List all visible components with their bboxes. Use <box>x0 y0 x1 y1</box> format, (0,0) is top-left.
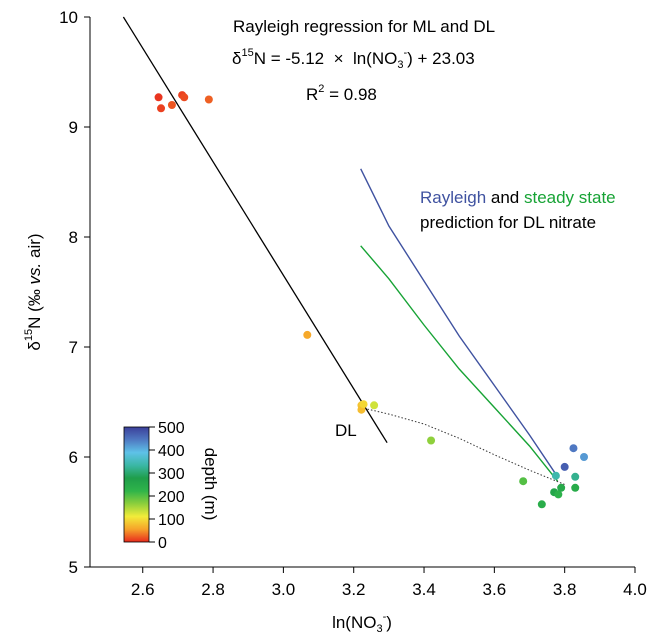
data-point <box>569 444 578 453</box>
chart-lines <box>122 16 565 485</box>
data-point <box>557 483 566 492</box>
x-tick-label: 4.0 <box>623 580 647 599</box>
data-points <box>154 91 589 509</box>
x-axis-label-tail: ) <box>386 613 392 632</box>
y-tick-label: 7 <box>69 338 78 357</box>
r2-pre: R <box>306 85 318 104</box>
x-tick-label: 3.8 <box>553 580 577 599</box>
data-point <box>571 483 580 492</box>
steady-state-curve <box>360 245 559 482</box>
annotation-equation: δ15N = -5.12 × ln(NO3-) + 23.03 <box>232 47 475 71</box>
y-tick-label: 9 <box>69 118 78 137</box>
data-point <box>157 104 166 113</box>
regression-line <box>122 16 388 444</box>
r2-sup: 2 <box>318 83 324 95</box>
equation-part2: ) + 23.03 <box>407 49 475 68</box>
colorbar-tick-label: 500 <box>158 420 185 437</box>
x-tick-label: 3.0 <box>272 580 296 599</box>
colorbar-tick-label: 100 <box>158 512 185 529</box>
x-tick-label: 3.2 <box>342 580 366 599</box>
data-point <box>427 436 436 445</box>
y-tick-label: 5 <box>69 558 78 577</box>
r2-post: = 0.98 <box>324 85 376 104</box>
y-axis-label-pre: δ <box>25 341 44 350</box>
legend-line1: Rayleigh and steady state <box>420 188 616 207</box>
data-point <box>204 95 213 104</box>
equation-sup2: - <box>403 47 407 59</box>
data-point <box>560 462 569 471</box>
legend-and: and <box>486 188 524 207</box>
annotation-title: Rayleigh regression for ML and DL <box>233 17 495 36</box>
data-point <box>180 93 189 102</box>
equation-part1: N = -5.12 × ln(NO <box>254 49 398 68</box>
colorbar: 500 400 300 200 100 0 depth (m) <box>123 420 220 552</box>
y-tick-label: 10 <box>59 8 78 27</box>
x-tick-label: 2.6 <box>131 580 155 599</box>
mixing-curve <box>360 407 565 485</box>
y-tick-label: 6 <box>69 448 78 467</box>
legend-line2: prediction for DL nitrate <box>420 213 596 232</box>
plot-area <box>89 17 635 568</box>
equation-sub: 3 <box>397 59 403 71</box>
legend-rayleigh: Rayleigh <box>420 188 486 207</box>
annotation-r2: R2 = 0.98 <box>306 83 377 104</box>
data-point <box>519 477 528 486</box>
y-axis-label-end: air) <box>25 233 44 262</box>
data-point <box>370 401 379 410</box>
x-tick-label: 2.8 <box>201 580 225 599</box>
y-axis-label-italic: vs. <box>25 263 44 285</box>
y-axis-label-sup: 15 <box>23 329 35 341</box>
equation-delta: δ <box>232 49 241 68</box>
x-axis-label-sup: - <box>383 611 387 623</box>
data-point <box>359 400 368 409</box>
data-point <box>554 490 563 499</box>
x-ticks: 2.6 2.8 3.0 3.2 3.4 3.6 3.8 4.0 <box>131 567 647 599</box>
colorbar-tick-label: 400 <box>158 443 185 460</box>
data-point <box>571 472 580 481</box>
colorbar-tick-label: 0 <box>158 535 167 552</box>
legend-steady-state: steady state <box>524 188 616 207</box>
x-tick-label: 3.6 <box>483 580 507 599</box>
annotation-dl: DL <box>335 421 357 440</box>
x-tick-label: 3.4 <box>412 580 436 599</box>
colorbar-gradient <box>123 426 150 543</box>
x-axis-label-base: ln(NO <box>332 613 376 632</box>
data-point <box>537 500 546 509</box>
y-axis-label: δ15N (‰ vs. air) <box>23 233 44 350</box>
colorbar-tick-label: 300 <box>158 466 185 483</box>
data-point <box>551 471 560 480</box>
x-axis-label: ln(NO3-) <box>332 611 392 632</box>
data-point <box>303 330 312 339</box>
data-point <box>580 453 589 461</box>
y-tick-label: 8 <box>69 228 78 247</box>
colorbar-tick-label: 200 <box>158 489 185 506</box>
data-point <box>167 101 176 109</box>
colorbar-ticks: 500 400 300 200 100 0 <box>149 420 185 552</box>
data-point <box>154 93 163 102</box>
y-axis-label-tail: N (‰ <box>25 284 44 328</box>
rayleigh-curve <box>360 168 559 478</box>
x-axis-label-sub: 3 <box>376 623 382 632</box>
colorbar-label: depth (m) <box>201 448 220 521</box>
y-ticks: 5 6 7 8 9 10 <box>59 8 90 577</box>
equation-sup: 15 <box>241 47 253 59</box>
